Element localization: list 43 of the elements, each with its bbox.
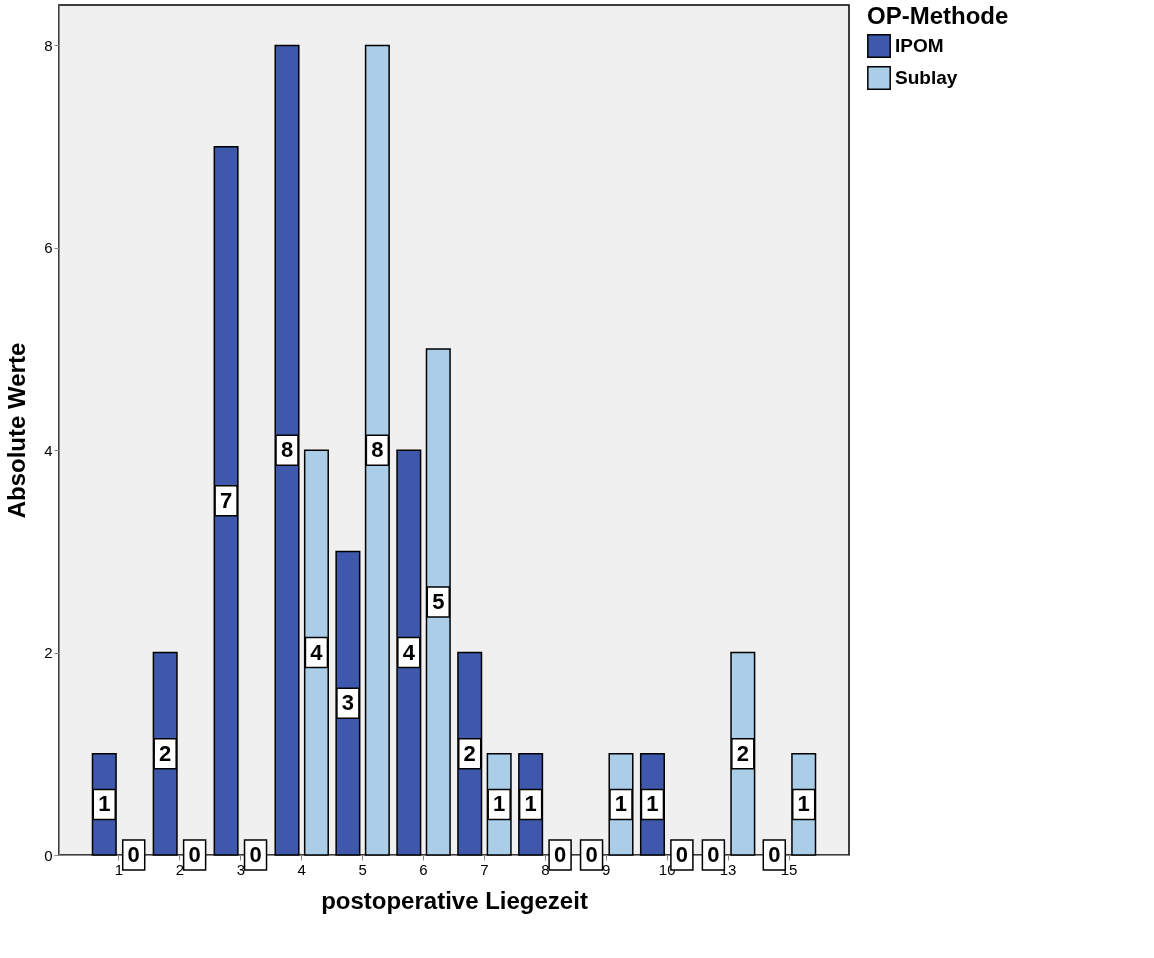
y-tick-label: 0: [44, 846, 53, 864]
x-tick-label: 1: [114, 860, 124, 878]
x-axis-title: postoperative Liegezeit: [321, 886, 588, 914]
x-tick-label: 8: [541, 860, 550, 878]
legend-label: Sublay: [895, 67, 958, 88]
y-axis-title: Absolute Werte: [3, 342, 31, 519]
data-label: 8: [280, 437, 294, 463]
data-label: 1: [614, 791, 628, 817]
data-label: 0: [585, 842, 598, 867]
data-label: 2: [736, 740, 749, 766]
y-tick-label: 6: [44, 239, 53, 257]
x-tick-label: 3: [236, 860, 245, 878]
data-label: 0: [768, 842, 781, 867]
y-tick-label: 4: [44, 441, 53, 459]
x-tick-label: 6: [419, 860, 428, 878]
data-label: 1: [646, 791, 659, 817]
data-label: 5: [432, 589, 445, 615]
legend-title: OP-Methode: [867, 2, 1009, 29]
data-label: 1: [797, 791, 810, 817]
y-tick-label: 8: [44, 36, 53, 54]
data-label: 1: [524, 791, 537, 817]
data-label: 2: [159, 740, 172, 766]
data-label: 0: [553, 842, 567, 867]
legend-label: IPOM: [895, 35, 944, 56]
data-label: 0: [249, 842, 262, 867]
x-tick-label: 9: [602, 860, 611, 878]
x-tick-label: 4: [297, 860, 306, 878]
x-tick-label: 7: [480, 860, 489, 878]
data-label: 1: [493, 791, 506, 817]
x-tick-label: 2: [175, 860, 185, 878]
data-label: 4: [310, 639, 324, 665]
data-label: 7: [219, 487, 233, 513]
data-label: 3: [341, 690, 355, 716]
data-label: 1: [98, 791, 111, 817]
data-label: 0: [675, 842, 689, 867]
data-label: 0: [707, 842, 720, 867]
data-label: 0: [188, 842, 201, 867]
data-label: 4: [402, 639, 416, 665]
data-label: 0: [127, 842, 140, 867]
data-label: 8: [371, 437, 384, 463]
data-label: 2: [463, 740, 476, 766]
y-tick-label: 2: [44, 644, 53, 662]
x-tick-label: 5: [358, 860, 367, 878]
